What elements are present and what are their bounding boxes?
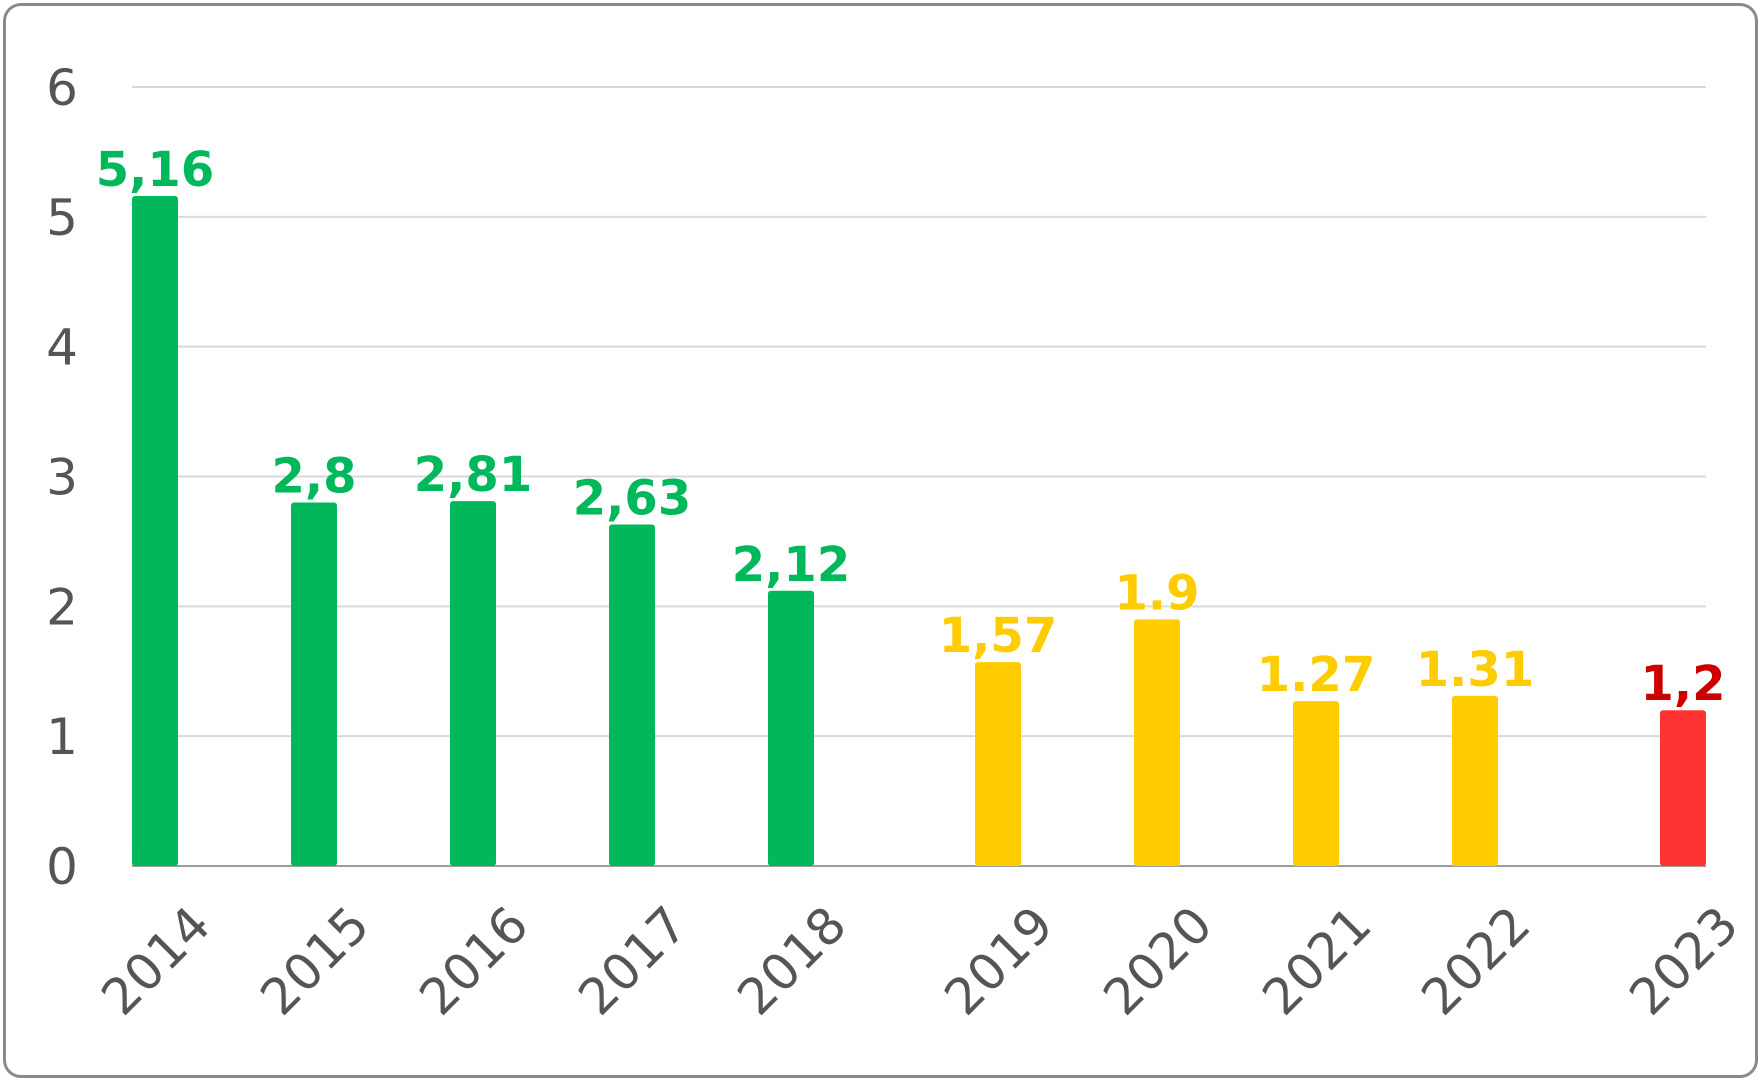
y-tick-label: 1 [46,708,78,766]
bar-2021 [1293,701,1339,866]
y-tick-label: 4 [46,319,78,377]
x-tick-label-2020: 2020 [1092,895,1223,1026]
data-label-2015: 2,8 [271,448,356,504]
x-tick-label-2022: 2022 [1410,895,1541,1026]
x-tick-label-2014: 2014 [90,895,221,1026]
x-tick-label-2023: 2023 [1618,895,1749,1026]
bar-2019 [975,662,1021,866]
data-label-2022: 1.31 [1416,642,1534,698]
bar-2023 [1660,710,1706,866]
data-label-2016: 2,81 [414,447,532,503]
x-tick-label-2016: 2016 [408,895,539,1026]
y-tick-label: 3 [46,449,78,507]
data-label-2020: 1.9 [1114,565,1199,621]
x-tick-label-2021: 2021 [1251,895,1382,1026]
bar-2016 [450,501,496,866]
data-label-2021: 1.27 [1257,647,1375,703]
bar-2015 [291,502,337,866]
x-tick-label-2019: 2019 [933,895,1064,1026]
data-label-2019: 1,57 [939,608,1057,664]
x-tick-label-2018: 2018 [726,895,857,1026]
bar-2017 [609,524,655,866]
data-label-2014: 5,16 [96,142,214,198]
bar-2022 [1452,695,1498,866]
y-tick-label: 5 [46,189,78,247]
data-label-2018: 2,12 [732,537,850,593]
y-tick-label: 6 [46,59,78,117]
x-tick-label-2015: 2015 [249,895,380,1026]
x-tick-label-2017: 2017 [567,895,698,1026]
data-label-2023: 1,2 [1640,656,1725,712]
bar-2018 [768,590,814,866]
data-label-2017: 2,63 [573,471,691,527]
y-tick-label: 2 [46,578,78,636]
y-tick-label: 0 [46,838,78,896]
bar-2020 [1134,619,1180,866]
bar-2014 [132,196,178,866]
